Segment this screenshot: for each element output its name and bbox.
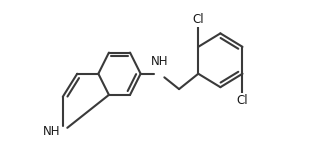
Text: NH: NH: [151, 55, 168, 68]
Text: Cl: Cl: [193, 13, 204, 26]
Text: NH: NH: [43, 125, 61, 138]
Text: Cl: Cl: [237, 94, 248, 107]
